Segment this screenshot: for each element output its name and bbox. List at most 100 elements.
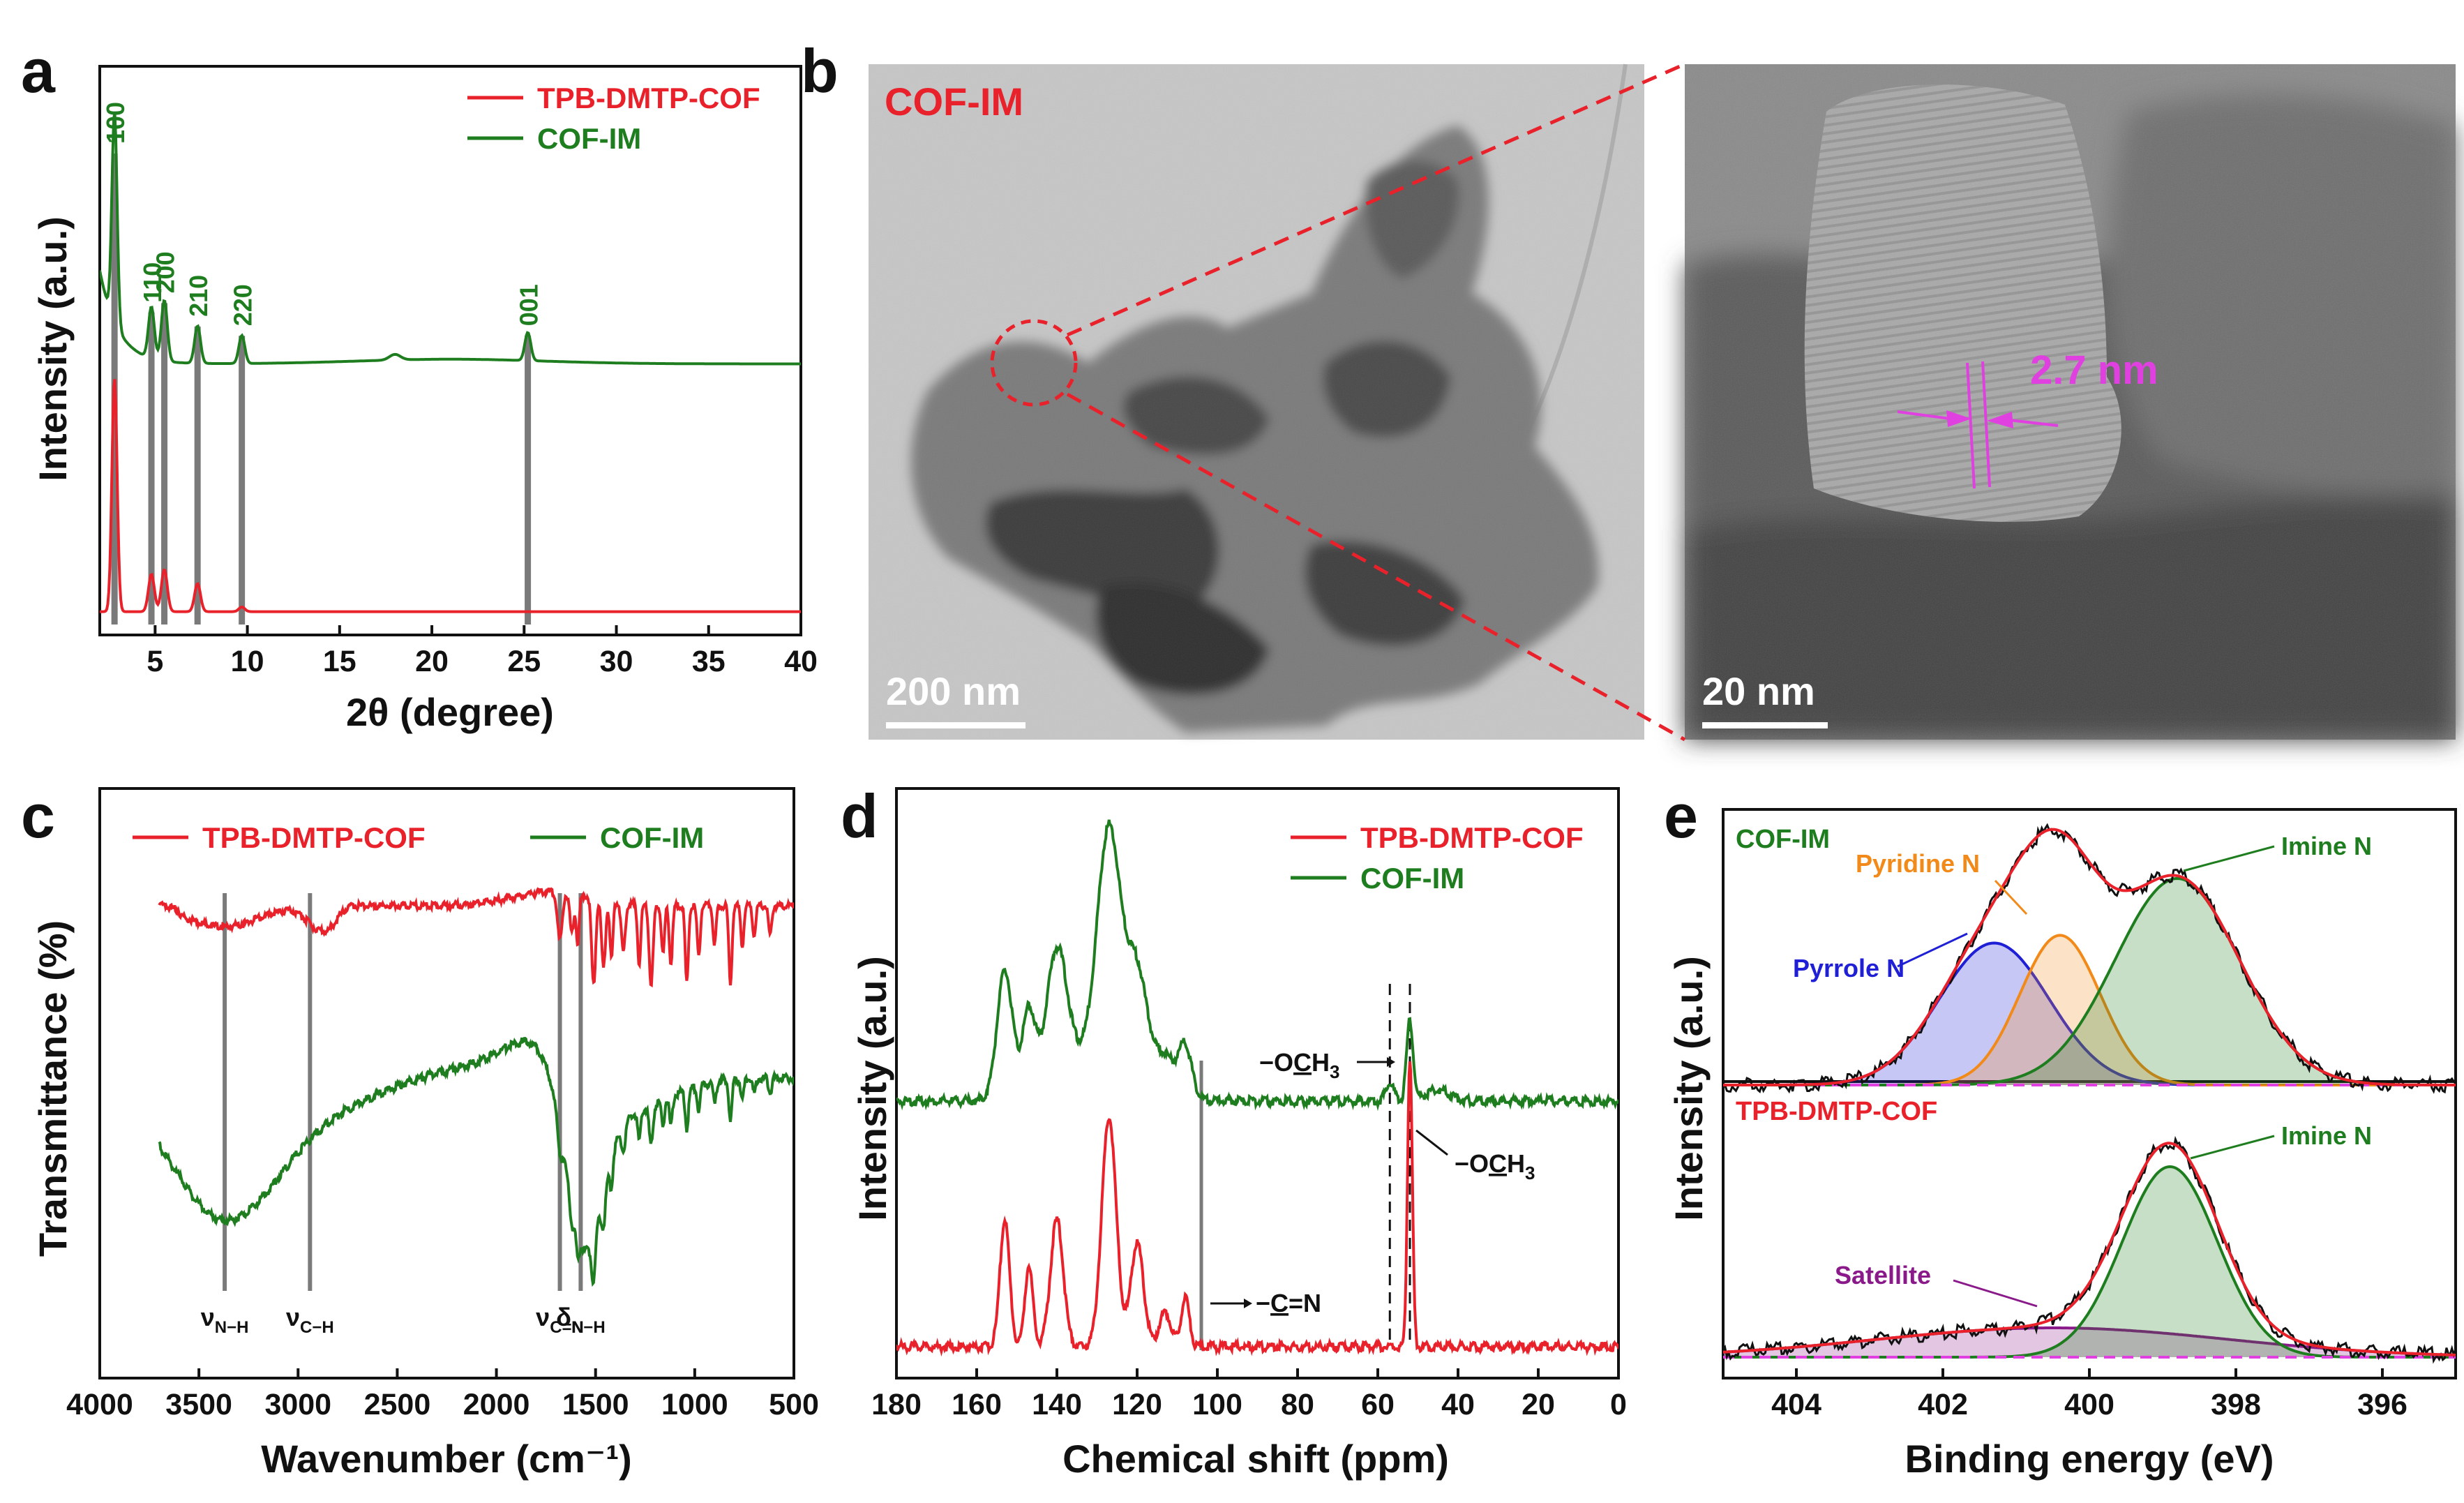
e-ticks-label: 402	[1918, 1388, 1968, 1421]
panel-e-ylabel: Intensity (a.u.)	[1667, 956, 1711, 1221]
d-ticks-label: 100	[1192, 1388, 1242, 1421]
panel-a-tpb-line	[100, 379, 801, 613]
c-ticks-label: 500	[769, 1388, 819, 1421]
panel-a-ylabel: Intensity (a.u.)	[31, 216, 75, 481]
c-ticks-label: 2000	[463, 1388, 530, 1421]
lattice-line-1	[1966, 362, 1976, 489]
panel-a-legend-tpb: TPB-DMTP-COF	[537, 82, 760, 114]
panel-c-frame	[98, 787, 795, 1379]
a-ticks-label: 35	[692, 645, 726, 678]
scalebar-20nm	[1702, 722, 1828, 728]
lattice-arrow-left	[1946, 410, 1971, 427]
c-ticks-label: 2500	[364, 1388, 431, 1421]
d-ticks-label: 20	[1522, 1388, 1555, 1421]
panel-a-peak-bars	[111, 154, 532, 625]
panel-d-annot-och3-cofim: −OCH3	[1259, 1048, 1340, 1082]
panel-d-guides	[1199, 984, 1411, 1350]
component-fill-0	[1723, 943, 2456, 1085]
panel-c-ylabel: Transmittance (%)	[31, 920, 75, 1257]
marker-label: νC−H	[286, 1303, 334, 1337]
c-ticks-label: 1500	[562, 1388, 629, 1421]
a-ticks-label: 15	[323, 645, 356, 678]
panel-a-frame	[98, 65, 802, 636]
component-line-1	[1723, 1165, 2456, 1359]
c-ticks-label: 3000	[264, 1388, 331, 1421]
panel-e-label-satellite: Satellite	[1835, 1261, 1931, 1289]
tem-image-high-mag: 2.7 nm 20 nm	[1685, 64, 2456, 740]
panel-d-label: d	[841, 782, 878, 851]
scalebar-200nm-label: 200 nm	[886, 669, 1021, 713]
lattice-spacing-label: 2.7 nm	[2030, 347, 2158, 393]
panel-c-label: c	[21, 782, 55, 851]
panel-e-top-title: COF-IM	[1736, 825, 1830, 854]
panel-c-xlabel: Wavenumber (cm⁻¹)	[261, 1437, 632, 1481]
panel-e-x-ticks: 404 402 400 398 396	[1771, 1368, 2407, 1421]
panel-e-frame	[1722, 808, 2457, 1379]
peak-label-200: 200	[151, 251, 180, 293]
zoom-circle	[990, 319, 1078, 407]
d-ticks-label: 180	[871, 1388, 922, 1421]
panel-e-label-imine-bottom: Imine N	[2281, 1121, 2372, 1150]
panel-c-markers: νN−H νC−H νC=NδN−H	[201, 893, 606, 1337]
panel-e-bottom-title: TPB-DMTP-COF	[1736, 1097, 1937, 1126]
e-ticks-label: 398	[2211, 1388, 2261, 1421]
peak-label-220: 220	[229, 284, 257, 326]
d-ticks-label: 140	[1032, 1388, 1082, 1421]
panel-c-tpb-line	[158, 887, 794, 988]
panel-b: b COF-IM 200 nm	[801, 36, 2456, 742]
panel-a-cofim-line	[100, 112, 801, 366]
panel-a-x-ticks: 5 10 15 20 25 30 35 40	[147, 625, 818, 678]
panel-d-xlabel: Chemical shift (ppm)	[1062, 1437, 1449, 1481]
peak-label-001: 001	[515, 284, 543, 326]
lattice-arrow-right	[1987, 412, 2013, 428]
panel-e-xlabel: Binding energy (eV)	[1905, 1437, 2274, 1481]
panel-a-label: a	[21, 36, 56, 105]
c-ticks-label: 4000	[66, 1388, 133, 1421]
d-ticks-label: 80	[1281, 1388, 1314, 1421]
raw-data-line	[1722, 1135, 2456, 1364]
panel-d-ylabel: Intensity (a.u.)	[850, 956, 894, 1221]
a-ticks-label: 20	[415, 645, 449, 678]
a-ticks-label: 25	[507, 645, 541, 678]
lattice-line-2	[1981, 361, 1991, 488]
panel-d-legend-cofim: COF-IM	[1360, 862, 1464, 895]
e-ticks-label: 400	[2064, 1388, 2114, 1421]
e-ticks-label: 396	[2357, 1388, 2407, 1421]
c-ticks-label: 1000	[661, 1388, 728, 1421]
component-fill-1	[1723, 1167, 2456, 1357]
panel-e: e 404 402 400 398 396 COF-IM TPB-DMTP-COF Py…	[1664, 782, 2457, 1481]
panel-e-label-imine-top: Imine N	[2281, 832, 2372, 860]
zoom-line-top	[1066, 62, 1686, 337]
peak-label-110: 110	[138, 262, 167, 303]
panel-d-annot-cn: −C=N	[1256, 1289, 1321, 1317]
d-ticks-label: 60	[1361, 1388, 1395, 1421]
component-fill-2	[1723, 878, 2456, 1085]
a-ticks-label: 30	[600, 645, 633, 678]
panel-d-x-ticks: 180 160 140 120 100 80 60 40 20 0	[871, 1368, 1627, 1421]
a-ticks-label: 40	[784, 645, 818, 678]
c-ticks-label: 3500	[165, 1388, 232, 1421]
panel-a-xlabel: 2θ (degree)	[346, 690, 554, 734]
panel-d: d 180 160 140 120 100 80 60 40 20 0 TPB-DMTP-COF …	[841, 782, 1627, 1481]
component-fill-0	[1723, 1328, 2456, 1357]
fit-envelope-line	[1722, 1142, 2456, 1356]
panel-e-label: e	[1664, 782, 1698, 851]
panel-e-label-pyrrole: Pyrrole N	[1793, 954, 1905, 982]
panel-d-legend-tpb: TPB-DMTP-COF	[1360, 821, 1584, 854]
panel-c-legend-cofim: COF-IM	[600, 821, 704, 854]
zoom-line-bottom	[1066, 392, 1686, 742]
peak-label-100: 100	[101, 102, 130, 144]
panel-a-legend-cofim: COF-IM	[537, 122, 641, 155]
fit-envelope-line	[1723, 828, 2456, 1086]
marker-label: νC=N	[536, 1303, 584, 1337]
panel-b-label: b	[801, 36, 839, 105]
panel-e-label-pyridine: Pyridine N	[1856, 849, 1980, 878]
marker-label: νN−H	[201, 1303, 249, 1337]
d-ticks-label: 160	[952, 1388, 1002, 1421]
d-ticks-label: 40	[1441, 1388, 1475, 1421]
a-ticks-label: 10	[231, 645, 264, 678]
panel-c-legend-tpb: TPB-DMTP-COF	[202, 821, 426, 854]
panel-c-x-ticks: 4000 3500 3000 2500 2000 1500 1000 500	[66, 1368, 819, 1421]
